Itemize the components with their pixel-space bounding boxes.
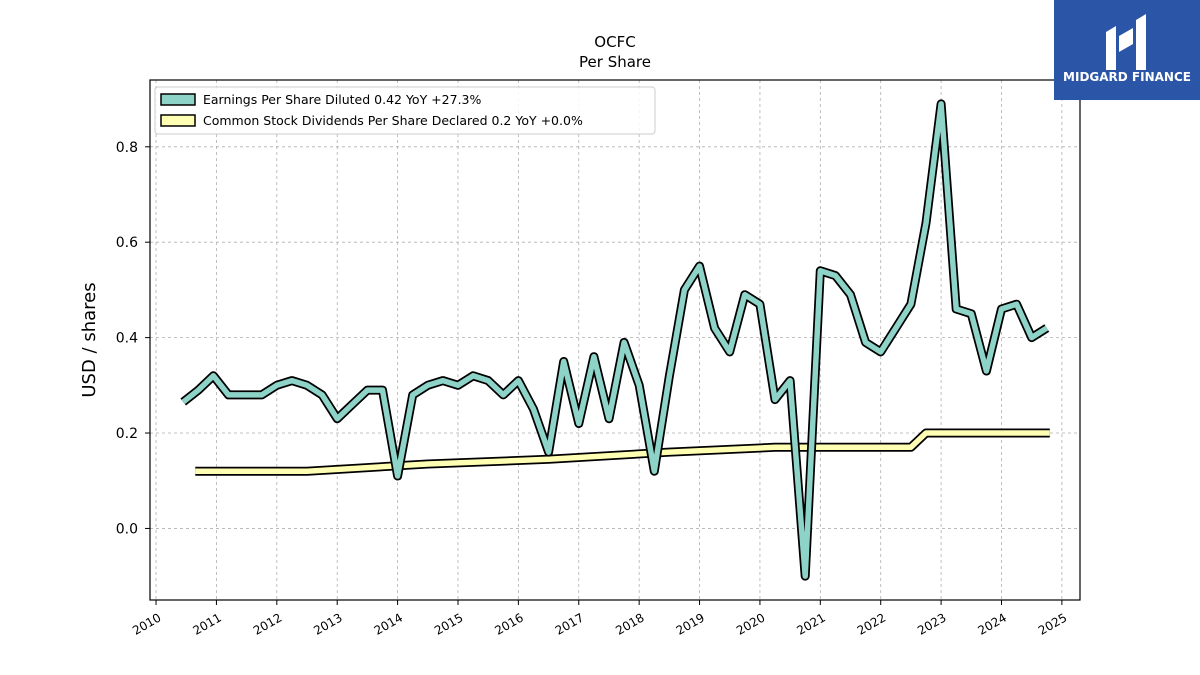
x-tick-label: 2013	[311, 610, 344, 637]
x-tick-label: 2014	[372, 610, 405, 637]
x-tick-label: 2025	[1036, 610, 1069, 637]
x-tick-label: 2018	[613, 610, 646, 637]
series-line	[195, 430, 1050, 474]
legend-box	[154, 86, 656, 135]
x-tick-label: 2024	[976, 610, 1009, 637]
x-tick-label: 2011	[190, 610, 223, 637]
brand-logo-icon	[1106, 14, 1146, 70]
x-tick-label: 2015	[432, 610, 465, 637]
x-axis-ticks: 2010 2011 2012 2013 2014 2015 2016 2017 2018 2019…	[130, 600, 1069, 638]
x-tick-label: 2022	[855, 610, 888, 637]
plot-frame	[149, 79, 1081, 601]
y-tick-label: 0.4	[116, 331, 138, 347]
legend-swatch-eps	[160, 93, 196, 106]
x-tick-label: 2016	[492, 610, 525, 637]
y-axis-label: USD / shares	[79, 282, 100, 397]
series-line	[181, 101, 1049, 579]
y-tick-label: 0.8	[116, 140, 138, 156]
legend-label-eps: Earnings Per Share Diluted 0.42 YoY +27.…	[203, 92, 481, 107]
x-tick-label: 2021	[794, 610, 827, 637]
brand-logo-text: MIDGARD FINANCE	[1063, 70, 1191, 84]
brand-logo-background	[1054, 0, 1200, 100]
plot-area	[150, 80, 1080, 600]
y-axis-ticks: 0.0 0.2 0.4 0.6 0.8	[116, 140, 150, 537]
legend-label-dividends: Common Stock Dividends Per Share Declare…	[203, 113, 583, 128]
x-tick-label: 2012	[251, 610, 284, 637]
y-tick-label: 0.0	[116, 521, 138, 537]
chart-subtitle: Per Share	[579, 53, 651, 71]
x-tick-label: 2020	[734, 610, 767, 637]
series-layer	[180, 99, 1050, 581]
x-tick-label: 2023	[915, 610, 948, 637]
y-tick-label: 0.2	[116, 426, 138, 442]
series-eps	[180, 99, 1050, 581]
chart-title: OCFC	[594, 33, 635, 51]
x-tick-label: 2017	[553, 610, 586, 637]
grid-lines	[150, 80, 1080, 600]
legend: Earnings Per Share Diluted 0.42 YoY +27.…	[154, 86, 656, 135]
y-tick-label: 0.6	[116, 235, 138, 251]
brand-logo: MIDGARD FINANCE	[1054, 0, 1200, 100]
x-tick-label: 2019	[674, 610, 707, 637]
series-dividends	[195, 428, 1050, 476]
legend-swatch-dividends	[160, 114, 196, 127]
x-tick-label: 2010	[130, 610, 163, 637]
